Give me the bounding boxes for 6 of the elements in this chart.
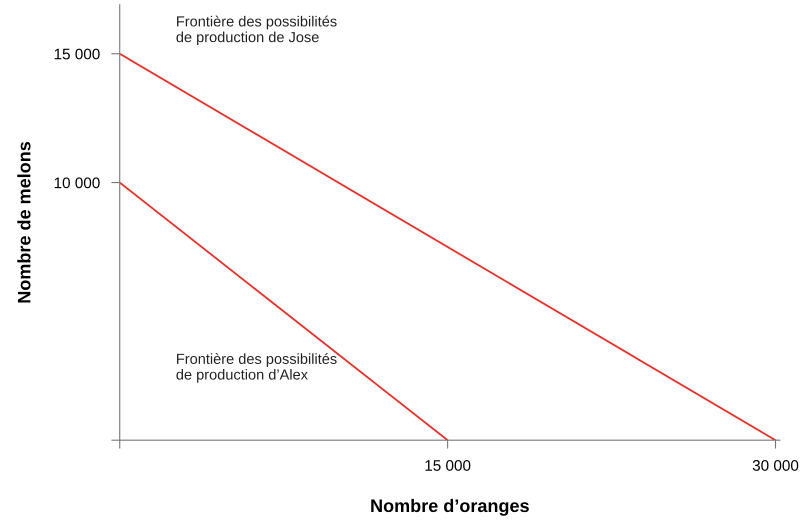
x-tick-label: 30 000: [752, 460, 798, 471]
series-label: Frontière des possibilités de production d’Alex: [176, 353, 337, 383]
x-axis-title: Nombre d’oranges: [371, 498, 529, 516]
text: Frontière des possibilités de production de Jose: [176, 16, 337, 46]
y-axis-title: Nombre de melons: [17, 142, 31, 303]
y-tick-label: 10 000: [54, 177, 100, 188]
